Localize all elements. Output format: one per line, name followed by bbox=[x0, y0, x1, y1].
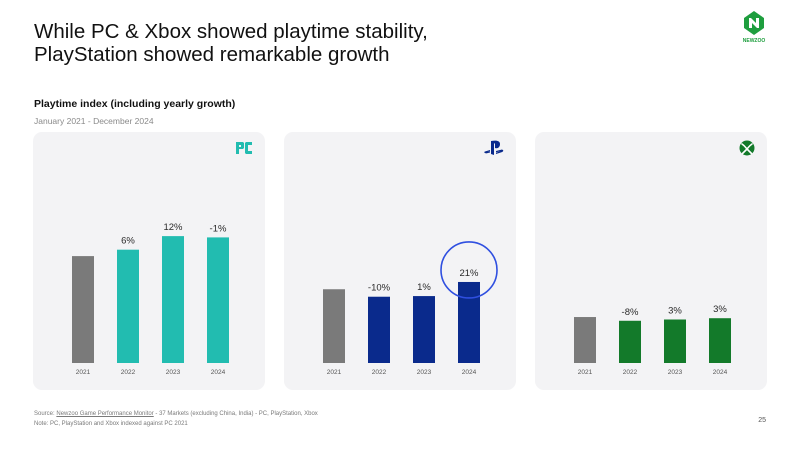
pc-icon bbox=[236, 142, 252, 154]
playstation-x-tick-2022: 2022 bbox=[372, 369, 387, 376]
xbox-x-tick-2023: 2023 bbox=[668, 369, 683, 376]
pc-bar-2021 bbox=[72, 256, 94, 363]
playstation-x-tick-2021: 2021 bbox=[327, 369, 342, 376]
playstation-growth-label-2023: 1% bbox=[417, 282, 431, 293]
playstation-x-tick-2024: 2024 bbox=[462, 369, 477, 376]
playstation-bar-2023 bbox=[413, 296, 435, 363]
xbox-growth-label-2023: 3% bbox=[668, 305, 682, 316]
xbox-growth-label-2024: 3% bbox=[713, 304, 727, 315]
source-line: Source: Newzoo Game Performance Monitor … bbox=[34, 409, 318, 419]
playstation-x-tick-2023: 2023 bbox=[417, 369, 432, 376]
xbox-growth-label-2022: -8% bbox=[622, 307, 639, 318]
xbox-bar-2021 bbox=[574, 317, 596, 363]
playstation-bar-2024 bbox=[458, 281, 480, 363]
playstation-bar-2021 bbox=[323, 289, 345, 363]
title-line-1: While PC & Xbox showed playtime stabilit… bbox=[34, 20, 428, 43]
page-title: While PC & Xbox showed playtime stabilit… bbox=[34, 20, 634, 66]
xbox-bar-chart: 2021 -8% 2022 3% 2023 3% 2024 bbox=[574, 304, 731, 376]
note-line: Note: PC, PlayStation and Xbox indexed a… bbox=[34, 421, 188, 427]
pc-x-tick-2022: 2022 bbox=[121, 369, 136, 376]
pc-growth-label-2023: 12% bbox=[163, 222, 183, 233]
xbox-bar-2024 bbox=[709, 318, 731, 363]
chart-subtitle: Playtime index (including yearly growth) bbox=[34, 98, 236, 110]
pc-bar-2022 bbox=[117, 249, 139, 363]
xbox-bar-2023 bbox=[664, 319, 686, 363]
footer-notes: Source: Newzoo Game Performance Monitor … bbox=[34, 409, 318, 429]
pc-x-tick-2021: 2021 bbox=[76, 369, 91, 376]
xbox-x-tick-2022: 2022 bbox=[623, 369, 638, 376]
pc-bar-chart: 2021 6% 2022 12% 2023 -1% 2024 bbox=[72, 222, 229, 376]
date-range: January 2021 - December 2024 bbox=[34, 116, 154, 126]
source-link[interactable]: Newzoo Game Performance Monitor bbox=[56, 411, 154, 417]
playstation-growth-label-2022: -10% bbox=[368, 283, 391, 294]
title-line-2: PlayStation showed remarkable growth bbox=[34, 43, 390, 66]
playstation-icon bbox=[484, 140, 504, 155]
xbox-chart-panel: 2021 -8% 2022 3% 2023 3% 2024 bbox=[535, 132, 767, 390]
xbox-x-tick-2021: 2021 bbox=[578, 369, 593, 376]
newzoo-logo-icon: NEWZOO bbox=[743, 11, 766, 44]
xbox-bar-2022 bbox=[619, 320, 641, 363]
pc-x-tick-2023: 2023 bbox=[166, 369, 181, 376]
pc-bar-2023 bbox=[162, 236, 184, 363]
pc-bar-2024 bbox=[207, 237, 229, 363]
pc-chart-panel: 2021 6% 2022 12% 2023 -1% 2024 bbox=[33, 132, 265, 390]
playstation-highlight-circle bbox=[440, 241, 498, 299]
pc-growth-label-2024: -1% bbox=[210, 223, 227, 234]
playstation-bar-chart: 2021 -10% 2022 1% 2023 21% 2024 bbox=[323, 241, 498, 376]
source-prefix: Source: bbox=[34, 411, 57, 417]
xbox-x-tick-2024: 2024 bbox=[713, 369, 728, 376]
page-number: 25 bbox=[758, 417, 766, 424]
pc-x-tick-2024: 2024 bbox=[211, 369, 226, 376]
logo-wordmark: NEWZOO bbox=[743, 38, 766, 44]
playstation-bar-2022 bbox=[368, 296, 390, 363]
playstation-growth-label-2024: 21% bbox=[459, 268, 479, 279]
source-detail: - 37 Markets (excluding China, India) - … bbox=[153, 411, 318, 417]
xbox-icon bbox=[739, 140, 755, 156]
pc-growth-label-2022: 6% bbox=[121, 236, 135, 247]
playstation-chart-panel: 2021 -10% 2022 1% 2023 21% 2024 bbox=[284, 132, 516, 390]
